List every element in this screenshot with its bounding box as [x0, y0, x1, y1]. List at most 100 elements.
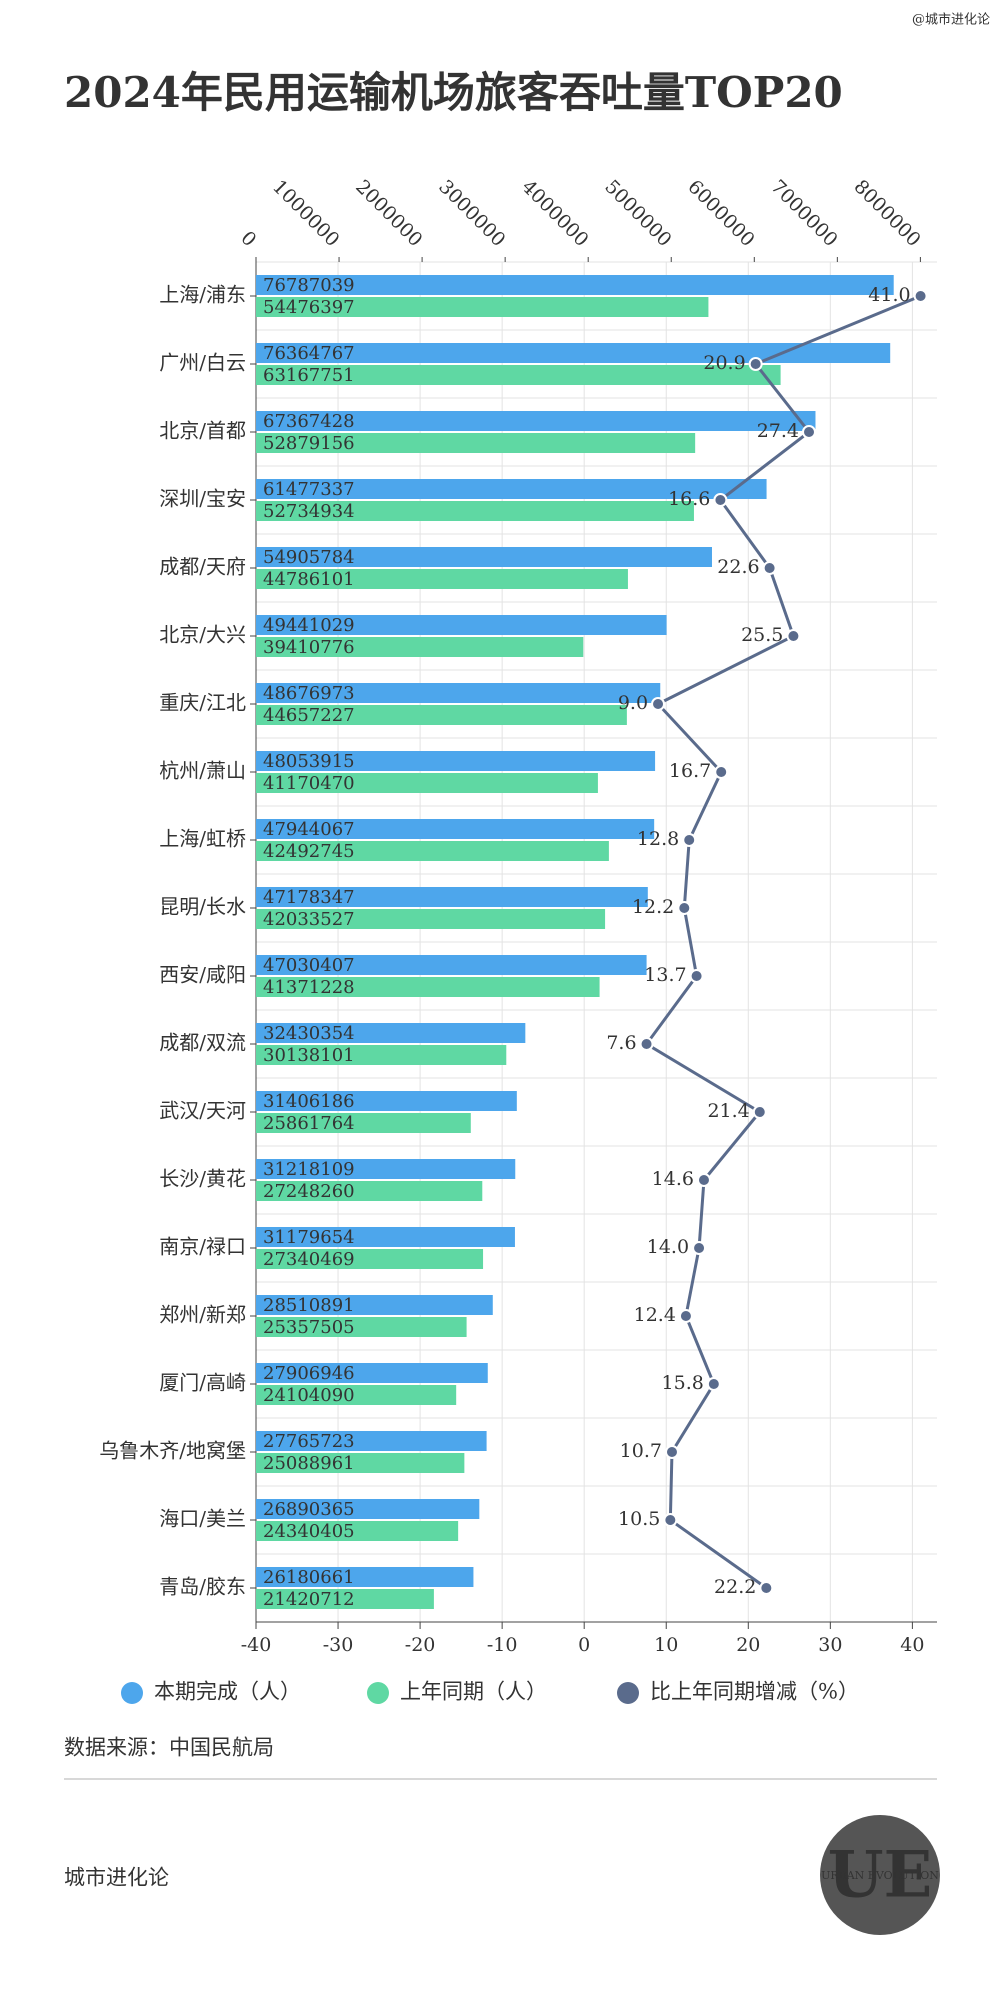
- y-tick-label: 北京/大兴: [159, 623, 246, 647]
- point-label: 27.4: [757, 420, 799, 442]
- bar-value-label: 32430354: [263, 1023, 355, 1044]
- bar: [256, 841, 609, 861]
- bar: [256, 501, 694, 521]
- point: [678, 1309, 693, 1323]
- y-tick-label: 长沙/黄花: [159, 1167, 246, 1191]
- legend-label: 比上年同期增减（%）: [650, 1680, 859, 1704]
- x2-tick-label: -30: [323, 1634, 354, 1656]
- bar-value-label: 30138101: [263, 1045, 355, 1066]
- bar: [256, 1295, 493, 1315]
- bar-value-label: 49441029: [263, 615, 355, 636]
- bar: [256, 479, 767, 499]
- point: [696, 1173, 711, 1187]
- bar-value-label: 48053915: [263, 751, 355, 772]
- x2-tick-label: -20: [405, 1634, 436, 1656]
- bar: [256, 1249, 484, 1269]
- point: [759, 1581, 774, 1595]
- bar-value-label: 31406186: [263, 1091, 355, 1112]
- bar: [256, 1023, 526, 1043]
- y-tick-label: 北京/首都: [159, 419, 246, 443]
- bar-value-label: 25861764: [263, 1113, 355, 1134]
- bar-value-label: 31218109: [263, 1159, 355, 1180]
- bar: [256, 297, 709, 317]
- bar: [256, 773, 598, 793]
- point-label: 15.8: [662, 1372, 704, 1394]
- bar: [256, 683, 661, 703]
- bar-value-label: 28510891: [263, 1295, 355, 1316]
- point: [714, 765, 729, 779]
- point: [802, 425, 817, 439]
- bar: [256, 1181, 483, 1201]
- bar-value-label: 47944067: [263, 819, 355, 840]
- bar: [256, 1385, 457, 1405]
- footer: 城市进化论: [64, 1866, 169, 1890]
- x2-tick-label: 10: [654, 1634, 678, 1656]
- bar: [256, 1227, 515, 1247]
- bar: [256, 705, 627, 725]
- x2-tick-label: 20: [736, 1634, 760, 1656]
- point-label: 22.6: [717, 556, 759, 578]
- point: [713, 493, 728, 507]
- point-label: 12.8: [637, 828, 679, 850]
- x-tick-label: 0: [236, 227, 260, 251]
- point: [762, 561, 777, 575]
- point: [786, 629, 801, 643]
- x-tick-label: 2000000: [351, 176, 426, 251]
- point: [682, 833, 697, 847]
- bar-value-label: 61477337: [263, 479, 355, 500]
- bar: [256, 433, 696, 453]
- point: [651, 697, 666, 711]
- point-label: 20.9: [703, 352, 745, 374]
- point-label: 14.0: [647, 1236, 689, 1258]
- bar-value-label: 47178347: [263, 887, 355, 908]
- y-tick-label: 上海/虹桥: [159, 827, 246, 851]
- x2-tick-label: 40: [900, 1634, 924, 1656]
- point: [752, 1105, 767, 1119]
- y-tick-label: 乌鲁木齐/地窝堡: [99, 1439, 246, 1463]
- line: [644, 294, 922, 1590]
- point-label: 10.5: [618, 1508, 660, 1530]
- bar: [256, 977, 600, 997]
- bar: [256, 411, 816, 431]
- bar-value-label: 52734934: [263, 501, 355, 522]
- bar: [256, 955, 647, 975]
- bar-value-label: 54476397: [263, 297, 355, 318]
- bar: [256, 615, 667, 635]
- bar: [256, 343, 891, 363]
- point-label: 12.4: [634, 1304, 676, 1326]
- bar: [256, 547, 712, 567]
- watermark: @城市进化论: [912, 12, 990, 28]
- bar-value-label: 25088961: [263, 1453, 355, 1474]
- x2-tick-label: -10: [487, 1634, 518, 1656]
- point: [664, 1445, 679, 1459]
- bar: [256, 1521, 459, 1541]
- bar: [256, 1453, 465, 1473]
- bar: [256, 1091, 517, 1111]
- legend-marker: [367, 1682, 389, 1704]
- legend-label: 上年同期（人）: [400, 1680, 547, 1704]
- x-tick-label: 1000000: [268, 176, 343, 251]
- point: [689, 969, 704, 983]
- legend-label: 本期完成（人）: [154, 1680, 301, 1704]
- bar: [256, 1431, 487, 1451]
- point-label: 14.6: [652, 1168, 694, 1190]
- bar: [256, 819, 655, 839]
- bar-value-label: 76364767: [263, 343, 355, 364]
- bar: [256, 1589, 434, 1609]
- bar: [256, 275, 894, 295]
- x-tick-label: 5000000: [600, 176, 675, 251]
- bar: [256, 365, 781, 385]
- bar-value-label: 44786101: [263, 569, 355, 590]
- point-label: 10.7: [620, 1440, 662, 1462]
- bar-value-label: 39410776: [263, 637, 355, 658]
- bar-value-label: 21420712: [263, 1589, 355, 1610]
- bar: [256, 751, 656, 771]
- bar: [256, 1159, 516, 1179]
- bar: [256, 1499, 480, 1519]
- y-tick-label: 海口/美兰: [159, 1507, 246, 1531]
- x-tick-label: 4000000: [517, 176, 592, 251]
- bar-value-label: 24340405: [263, 1521, 355, 1542]
- bar-value-label: 25357505: [263, 1317, 355, 1338]
- logo-mark: UE: [828, 1838, 933, 1913]
